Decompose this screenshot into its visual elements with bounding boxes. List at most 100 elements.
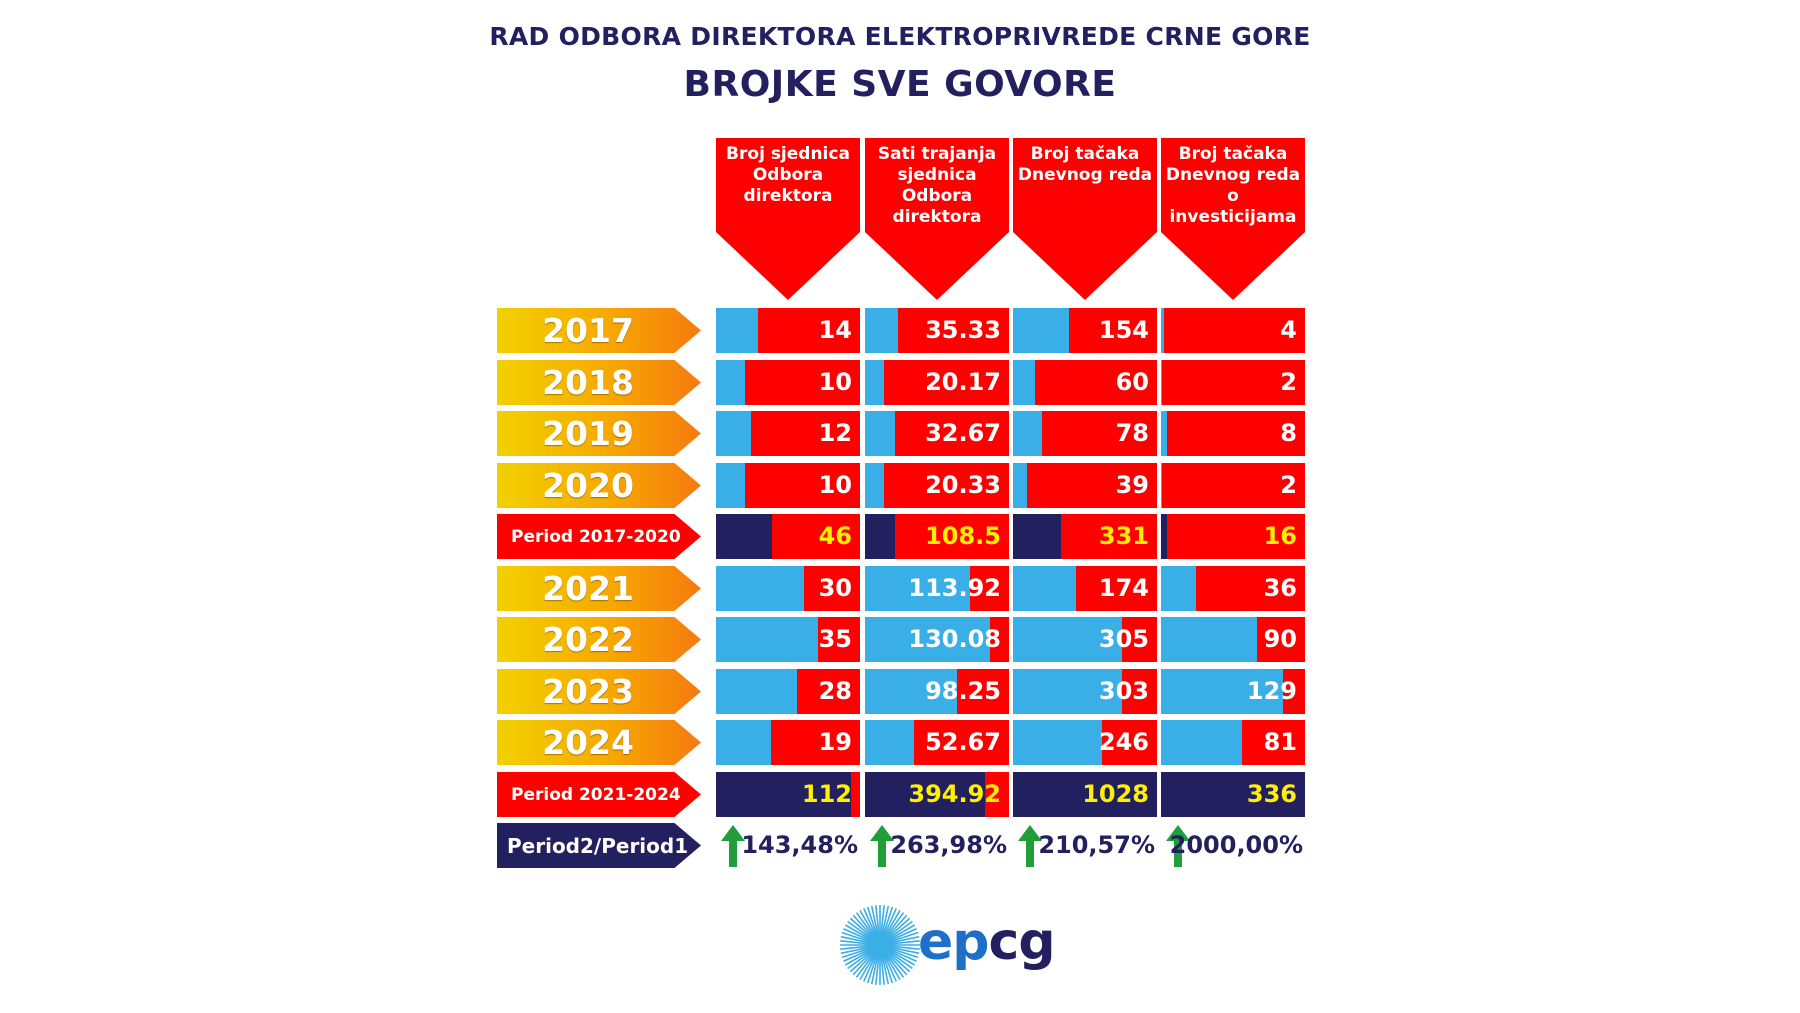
value-bar [1013,308,1069,353]
sunburst-ray [875,905,880,938]
row-label-2020: 2020 [497,463,701,508]
value-cell: 35.33 [865,308,1009,353]
sunburst-ray [849,949,875,973]
sunburst-ray [844,924,874,942]
value-cell: 46 [716,514,860,559]
value-bar [1013,566,1076,611]
value-cell: 32.67 [865,411,1009,456]
value-cell: 60 [1013,360,1157,405]
value-label: 10 [818,471,852,499]
sunburst-ray [843,947,874,963]
sunburst-ray [847,949,874,970]
value-bar [1013,772,1157,817]
sunburst-ray [887,935,920,945]
value-label: 331 [1098,522,1149,550]
value-bar [865,411,895,456]
sunburst-ray [841,946,873,959]
value-label: 303 [1098,677,1149,705]
value-cell: 19 [716,720,860,765]
value-label: 12 [818,419,852,447]
value-bar [865,360,884,405]
sunburst-ray [886,920,913,941]
value-cell: 331 [1013,514,1157,559]
sunburst-ray [881,906,894,938]
value-label: 8 [1280,419,1297,447]
row-label-2024: 2024 [497,720,701,765]
value-bar [716,720,771,765]
row-label-period-2017-2020: Period 2017-2020 [497,514,701,559]
ratio-value: 2000,00% [1169,831,1303,859]
value-bar [1161,669,1283,714]
value-cell: 174 [1013,566,1157,611]
value-label: 305 [1098,625,1149,653]
logo-suffix: cg [988,912,1056,972]
value-label: 130.08 [908,625,1001,653]
value-cell: 1028 [1013,772,1157,817]
value-cell: 130.08 [865,617,1009,662]
value-cell: 78 [1013,411,1157,456]
value-label: 16 [1263,522,1297,550]
column-header-1: Broj sjednica Odbora direktora [716,138,860,300]
sunburst-ray [884,951,905,978]
value-bar [716,411,751,456]
value-bar [1161,617,1257,662]
value-label: 20.33 [925,471,1001,499]
value-cell: 10 [716,360,860,405]
sunburst-ray [866,952,879,984]
value-cell: 336 [1161,772,1305,817]
sunburst-ray [884,912,905,939]
sunburst-ray [859,909,877,939]
value-bar [1161,772,1305,817]
value-label: 4 [1280,316,1297,344]
value-cell: 39 [1013,463,1157,508]
column-header-3: Broj tačaka Dnevnog reda [1013,138,1157,300]
sunburst-ray [840,940,873,945]
value-label: 46 [818,522,852,550]
value-label: 336 [1246,780,1297,808]
value-label: 35.33 [925,316,1001,344]
sunburst-ray [843,927,874,943]
row-label-period-2021-2024: Period 2021-2024 [497,772,701,817]
epcg-logo: epcg [918,912,1056,972]
sunburst-ray [887,931,919,944]
value-label: 36 [1263,574,1297,602]
value-cell: 4 [1161,308,1305,353]
value-label: 32.67 [925,419,1001,447]
sunburst-ray [849,917,875,941]
sunburst-ray [882,951,898,982]
sunburst-ray [880,952,890,985]
value-label: 2 [1280,471,1297,499]
value-bar [1161,308,1164,353]
value-label: 174 [1098,574,1149,602]
value-cell: 113.92 [865,566,1009,611]
ratio-value: 210,57% [1038,831,1155,859]
value-cell: 90 [1161,617,1305,662]
sunburst-ray [875,952,880,985]
value-bar [716,617,818,662]
sunburst-ray [884,950,908,976]
up-arrow-icon [1166,825,1190,867]
sunburst-ray [840,945,873,950]
value-cell: 12 [716,411,860,456]
sunburst-ray [886,927,917,943]
value-bar [865,669,957,714]
ratio-cell: 210,57% [1013,823,1157,868]
sunburst-ray [852,950,876,976]
up-arrow-icon [1018,825,1042,867]
value-bar [716,669,797,714]
value-label: 14 [818,316,852,344]
value-bar [1013,514,1061,559]
value-cell: 30 [716,566,860,611]
ratio-cell: 2000,00% [1161,823,1305,868]
value-label: 108.5 [925,522,1001,550]
value-cell: 36 [1161,566,1305,611]
sunburst-logo-icon [840,905,920,985]
sunburst-ray [866,906,879,938]
value-cell: 394.92 [865,772,1009,817]
sunburst-ray [862,908,878,939]
sunburst-ray [882,908,898,939]
ratio-value: 263,98% [890,831,1007,859]
value-cell: 10 [716,463,860,508]
sunburst-ray [884,914,908,940]
value-bar [865,514,895,559]
